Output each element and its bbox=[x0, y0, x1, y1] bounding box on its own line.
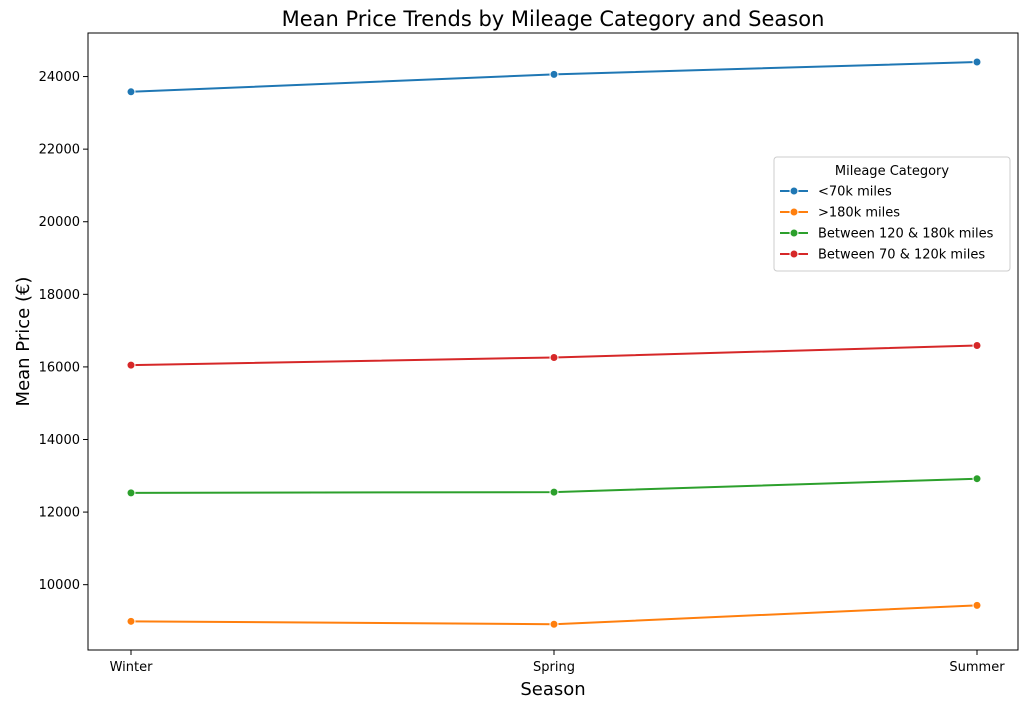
legend-title: Mileage Category bbox=[835, 164, 949, 179]
legend-box bbox=[773, 156, 1011, 272]
data-point bbox=[126, 360, 136, 370]
x-axis: Winter Spring Summer bbox=[110, 650, 1005, 675]
y-tick-label: 24000 bbox=[39, 70, 80, 85]
plot-area bbox=[87, 32, 1019, 651]
series-2 bbox=[126, 474, 982, 498]
y-axis-title: Mean Price (€) bbox=[13, 277, 34, 407]
legend-item: >180k miles bbox=[780, 206, 900, 221]
legend-label: <70k miles bbox=[818, 185, 892, 200]
data-point bbox=[126, 87, 136, 97]
y-tick-label: 18000 bbox=[39, 288, 80, 303]
legend-label: Between 70 & 120k miles bbox=[818, 248, 985, 263]
y-tick-label: 14000 bbox=[39, 433, 80, 448]
data-point bbox=[972, 600, 982, 610]
legend-swatch-marker bbox=[789, 207, 799, 217]
data-point bbox=[549, 487, 559, 497]
legend-item: <70k miles bbox=[780, 185, 892, 200]
data-point bbox=[549, 619, 559, 629]
series-layer bbox=[126, 57, 982, 629]
series-0 bbox=[126, 57, 982, 97]
y-tick-label: 20000 bbox=[39, 215, 80, 230]
x-axis-title: Season bbox=[520, 679, 585, 700]
legend-item: Between 70 & 120k miles bbox=[780, 248, 985, 263]
data-point bbox=[972, 474, 982, 484]
y-tick-label: 16000 bbox=[39, 360, 80, 375]
legend-swatch-marker bbox=[789, 186, 799, 196]
legend-label: Between 120 & 180k miles bbox=[818, 227, 994, 242]
legend-swatch-marker bbox=[789, 249, 799, 259]
y-axis: 10000 12000 14000 16000 18000 20000 22000 24000 bbox=[39, 70, 88, 593]
series-3 bbox=[126, 340, 982, 370]
data-point bbox=[972, 57, 982, 67]
x-tick-label: Summer bbox=[949, 660, 1005, 675]
legend: Mileage Category <70k miles >180k miles Be… bbox=[773, 156, 1011, 272]
legend-swatch-marker bbox=[789, 228, 799, 238]
series-1 bbox=[126, 600, 982, 629]
legend-label: >180k miles bbox=[818, 206, 900, 221]
data-point bbox=[549, 352, 559, 362]
data-point bbox=[126, 616, 136, 626]
legend-item: Between 120 & 180k miles bbox=[780, 227, 994, 242]
data-point bbox=[972, 340, 982, 350]
y-tick-label: 10000 bbox=[39, 578, 80, 593]
y-tick-label: 22000 bbox=[39, 143, 80, 158]
data-point bbox=[549, 69, 559, 79]
data-point bbox=[126, 488, 136, 498]
x-tick-label: Winter bbox=[110, 660, 154, 675]
x-tick-label: Spring bbox=[533, 660, 575, 675]
y-tick-label: 12000 bbox=[39, 506, 80, 521]
chart-title: Mean Price Trends by Mileage Category an… bbox=[282, 7, 825, 31]
